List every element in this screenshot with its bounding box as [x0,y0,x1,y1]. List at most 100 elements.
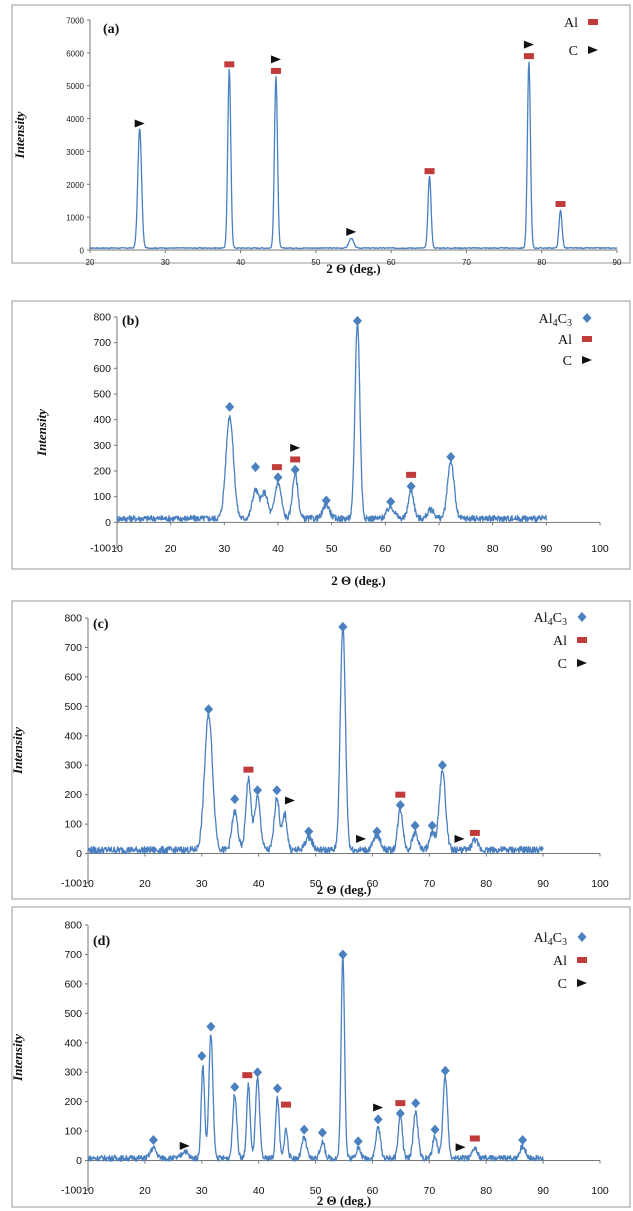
panel-label: (c) [93,617,109,632]
al4c3-marker [446,451,456,462]
legend-label: Al [564,16,578,31]
x-axis-label: 2 Θ (deg.) [331,573,386,588]
al4c3-marker [290,464,300,475]
xrd-panel-c: -100 0 100 200 300 400 500 600 700 800 10 20 30 40 50 6… [10,600,631,900]
c-marker [284,796,295,805]
y-tick-label: 200 [64,1096,82,1108]
al4c3-marker [386,496,396,507]
al4c3-marker [197,1051,207,1062]
al4c3-marker [225,401,235,412]
y-tick-label: 600 [93,363,111,375]
c-marker [356,834,367,843]
x-tick-label: 50 [310,878,322,890]
y-axis-label: Intensity [10,1034,25,1082]
al4c3-marker [273,472,283,483]
xrd-series-line [89,61,618,250]
xrd-panel-d: -100 0 100 200 300 400 500 600 700 800 10 20 30 40 50 6… [10,906,631,1208]
panel-frame [11,300,631,570]
legend-label: Al4C3 [534,611,567,628]
x-tick-label: 40 [272,543,284,555]
x-tick-label: 40 [253,1185,265,1197]
al4c3-marker [372,826,382,837]
x-tick-label: 60 [387,258,396,267]
al-marker [469,1135,480,1142]
y-axis-label: Intensity [10,727,25,775]
panel-frame [11,600,631,900]
al4c3-marker [395,1108,405,1119]
x-tick-label: 50 [311,258,320,267]
x-tick-label: 60 [367,878,379,890]
al-marker [577,637,587,643]
al-marker [243,766,254,773]
x-tick-label: 20 [139,1185,151,1197]
al-marker [469,829,480,836]
al4c3-marker [272,1083,282,1094]
al-marker [224,61,235,68]
al4c3-marker [206,1021,216,1032]
al-marker [242,1072,253,1079]
y-tick-label: 6000 [66,49,84,58]
c-marker [134,119,145,128]
x-tick-label: 30 [161,258,170,267]
y-tick-label: 300 [64,1067,82,1079]
al4c3-marker [577,612,587,622]
x-axis-label: 2 Θ (deg.) [317,1193,372,1208]
al4c3-marker [411,1098,421,1109]
y-tick-label: 0 [105,517,111,529]
c-marker [270,55,281,64]
legend-label: Al [553,634,567,649]
al4c3-marker [437,760,447,771]
y-tick-label: 700 [93,337,111,349]
y-tick-label: 700 [64,949,82,961]
x-tick-label: 30 [218,543,230,555]
al4c3-marker [518,1134,528,1145]
al-marker [555,201,566,207]
y-tick-label: 400 [93,414,111,426]
al4c3-marker [430,1124,440,1135]
x-tick-label: 80 [537,258,546,267]
panel-label: (d) [93,934,110,949]
al4c3-marker [406,481,416,492]
al4c3-marker [373,1114,383,1125]
y-tick-label: 500 [64,701,82,713]
panel-label: (b) [122,314,139,329]
al-marker [280,1101,291,1108]
y-tick-label: 800 [93,312,111,324]
y-tick-label: 100 [64,1126,82,1138]
y-tick-label: 200 [64,789,82,801]
al4c3-marker [582,313,592,323]
y-tick-label: 0 [80,247,85,256]
x-tick-label: 20 [86,258,95,267]
c-marker [290,443,301,452]
y-axis-label: Intensity [12,111,27,159]
y-tick-label: -100 [61,878,82,890]
al4c3-marker [352,315,362,326]
al-marker [588,19,598,25]
al4c3-marker [395,799,405,810]
x-tick-label: 90 [537,878,549,890]
xrd-series-line [87,952,544,1162]
legend-label: Al [558,333,572,348]
x-tick-label: 90 [540,543,552,555]
y-tick-label: 3000 [66,148,84,157]
x-tick-label: 30 [196,878,208,890]
y-tick-label: 400 [64,730,82,742]
x-tick-label: 70 [423,1185,435,1197]
al4c3-marker [353,1136,363,1147]
x-tick-label: 20 [165,543,177,555]
al-marker [290,456,301,463]
al-marker [395,791,406,798]
x-tick-label: 60 [367,1185,379,1197]
x-tick-label: 100 [591,1185,609,1197]
x-tick-label: 40 [236,258,245,267]
y-tick-label: 600 [64,671,82,683]
c-marker [373,1103,384,1112]
al-marker [271,464,282,471]
al4c3-marker [321,495,331,506]
c-marker [577,659,587,667]
y-tick-label: -100 [90,543,111,555]
c-marker [523,40,534,49]
x-tick-label: 50 [326,543,338,555]
x-tick-label: 80 [480,1185,492,1197]
c-marker [346,227,357,236]
